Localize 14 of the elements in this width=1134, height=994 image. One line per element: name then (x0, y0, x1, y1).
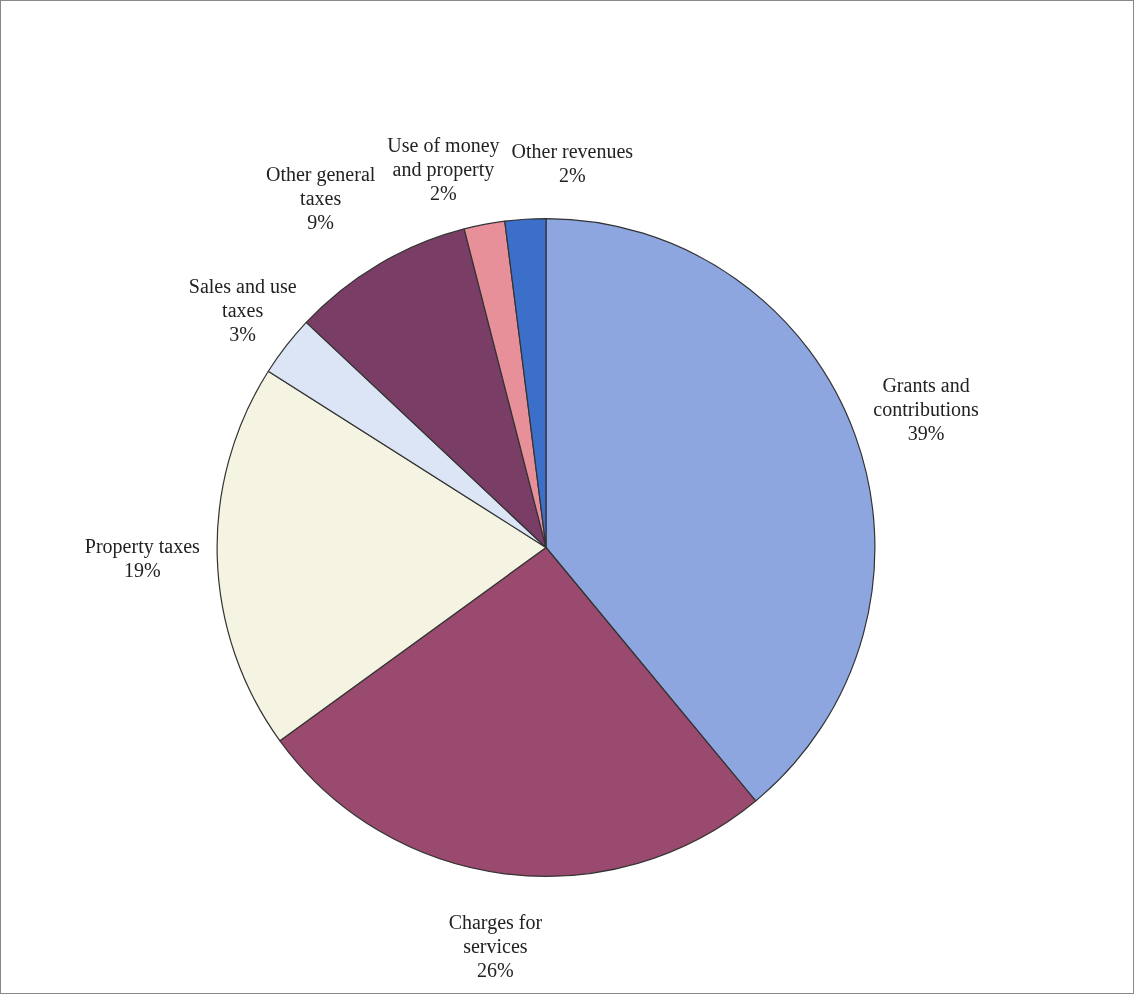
data-label: 26% (477, 959, 514, 982)
slice-label: Charges for services (448, 911, 543, 958)
data-label: 3% (229, 323, 256, 346)
data-label: 2% (430, 181, 457, 204)
slice-label: Grants and contributions (873, 373, 980, 420)
slice-label: Other general taxes (265, 163, 376, 210)
data-label: 19% (123, 559, 161, 582)
data-label: 9% (307, 211, 334, 234)
data-label: 2% (558, 163, 586, 186)
slice-label: Use of money and property (387, 133, 500, 181)
slice-label: Other revenues (511, 139, 634, 162)
slice-label: Sales and use taxes (188, 275, 297, 322)
data-label: 39% (907, 421, 945, 444)
slice-label: Property taxes (84, 535, 200, 559)
